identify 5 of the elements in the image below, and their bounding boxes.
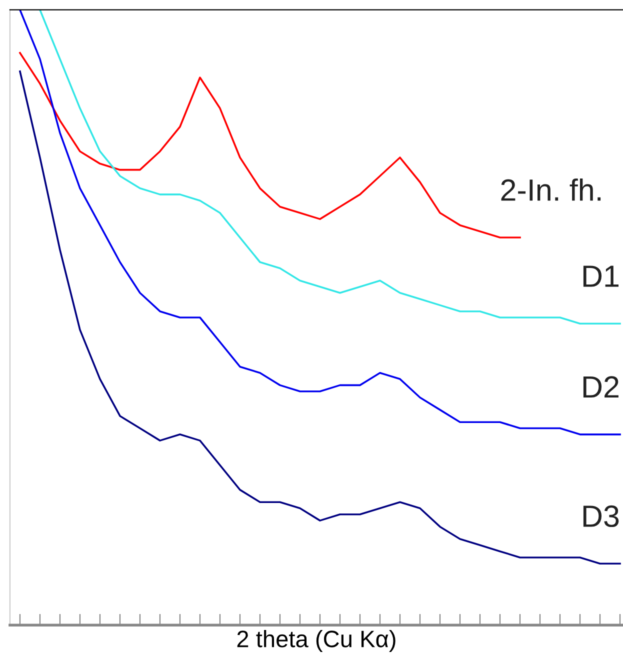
x-axis-title: 2 theta (Cu Kα) bbox=[237, 630, 396, 652]
series-label: D1 bbox=[583, 266, 619, 287]
series-label: D3 bbox=[583, 505, 619, 528]
series-label: 2-In. fh. bbox=[501, 178, 601, 201]
series-label: D2 bbox=[583, 376, 618, 398]
